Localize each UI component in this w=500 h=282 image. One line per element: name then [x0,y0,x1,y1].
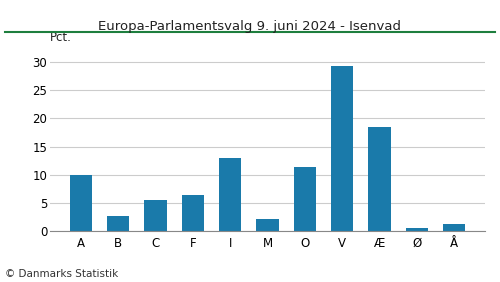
Bar [256,219,278,231]
Bar [443,224,465,231]
Bar [294,167,316,231]
Bar [182,195,204,231]
Text: Pct.: Pct. [50,30,72,43]
Text: Europa-Parlamentsvalg 9. juni 2024 - Isenvad: Europa-Parlamentsvalg 9. juni 2024 - Ise… [98,20,402,33]
Bar [368,127,390,231]
Bar [331,66,353,231]
Bar [144,200,167,231]
Bar [107,216,130,231]
Text: © Danmarks Statistik: © Danmarks Statistik [5,269,118,279]
Bar [219,158,242,231]
Bar [70,175,92,231]
Bar [406,228,428,231]
